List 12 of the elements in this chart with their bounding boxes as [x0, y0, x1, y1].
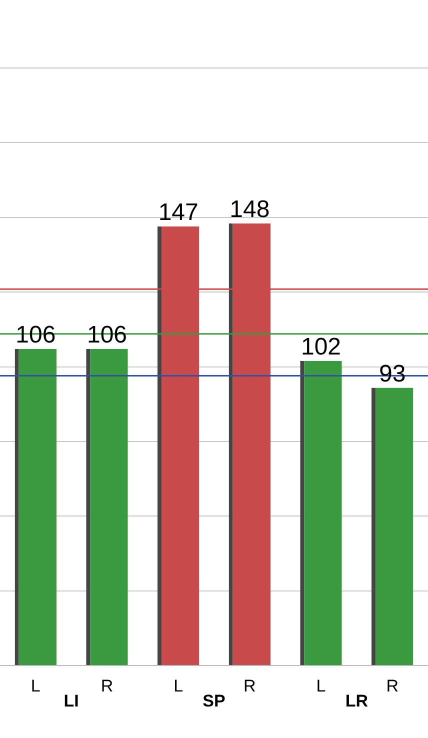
text: LI [64, 691, 79, 710]
x-tick-label: L [316, 676, 326, 696]
x-tick-label: R [244, 676, 256, 696]
data-label: 147 [158, 198, 198, 226]
data-label: 148 [230, 196, 270, 223]
text: SP [202, 691, 226, 710]
x-tick-label: R [386, 676, 398, 696]
x-tick-label: L [30, 676, 40, 696]
data-label: 102 [300, 333, 342, 360]
text: LR [345, 691, 368, 710]
x-tick-label: L [174, 676, 184, 696]
x-tick-label: R [100, 676, 114, 696]
